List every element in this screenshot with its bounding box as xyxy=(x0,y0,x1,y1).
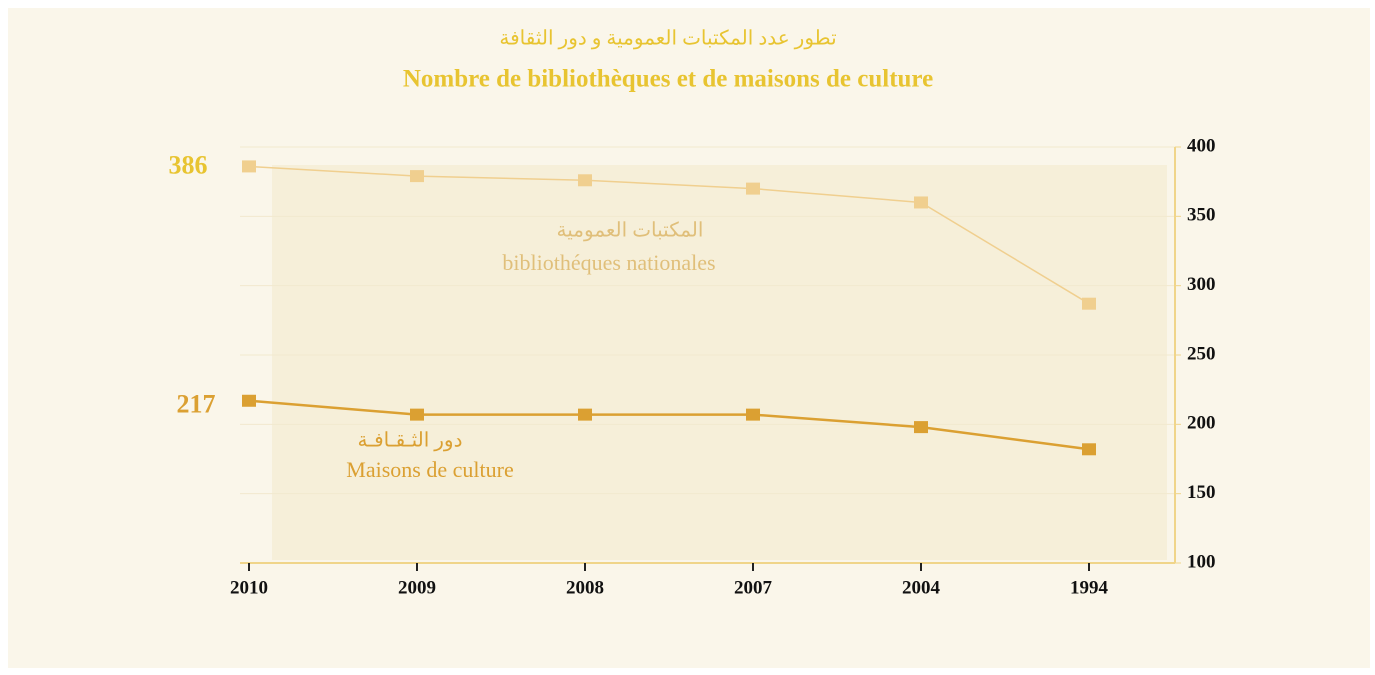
series-marker xyxy=(1082,443,1096,456)
series-marker xyxy=(746,408,760,421)
series-marker xyxy=(746,182,760,195)
background-photo xyxy=(272,165,1167,560)
y-tick-label: 100 xyxy=(1187,551,1216,572)
series-marker xyxy=(1082,297,1096,310)
x-tick-label: 2008 xyxy=(566,577,604,598)
x-tick-label: 2004 xyxy=(902,577,941,598)
series-line xyxy=(248,165,1090,305)
chart-title-arabic: تطور عدد المكتبات العمومية و دور الثقافة xyxy=(499,28,836,50)
series-marker xyxy=(914,196,928,209)
y-tick-label: 150 xyxy=(1187,482,1216,503)
series-label: bibliothéques nationales xyxy=(502,250,715,275)
x-tick-label: 1994 xyxy=(1070,577,1109,598)
series-label: Maisons de culture xyxy=(346,457,513,482)
series-marker xyxy=(578,174,592,187)
series-marker xyxy=(914,421,928,434)
data-label: 217 xyxy=(177,390,216,419)
y-tick-label: 200 xyxy=(1187,413,1216,434)
series-label-arabic: المكتبات العمومية xyxy=(557,220,704,242)
y-tick-label: 300 xyxy=(1187,274,1216,295)
x-tick-label: 2009 xyxy=(398,577,436,598)
y-tick-label: 350 xyxy=(1187,205,1216,226)
y-tick-label: 250 xyxy=(1187,343,1216,364)
series-label-arabic: دور الثـقـافـة xyxy=(358,430,463,452)
series-marker xyxy=(578,408,592,421)
y-tick-label: 400 xyxy=(1187,135,1216,156)
series-marker xyxy=(410,408,424,421)
series-marker xyxy=(410,170,424,183)
data-label: 386 xyxy=(169,150,208,179)
series-marker xyxy=(242,394,256,407)
x-tick-label: 2007 xyxy=(734,577,773,598)
series-marker xyxy=(242,160,256,173)
series-line xyxy=(248,399,1090,451)
chart-title: Nombre de bibliothèques et de maisons de… xyxy=(403,66,933,93)
x-tick-label: 2010 xyxy=(230,577,268,598)
